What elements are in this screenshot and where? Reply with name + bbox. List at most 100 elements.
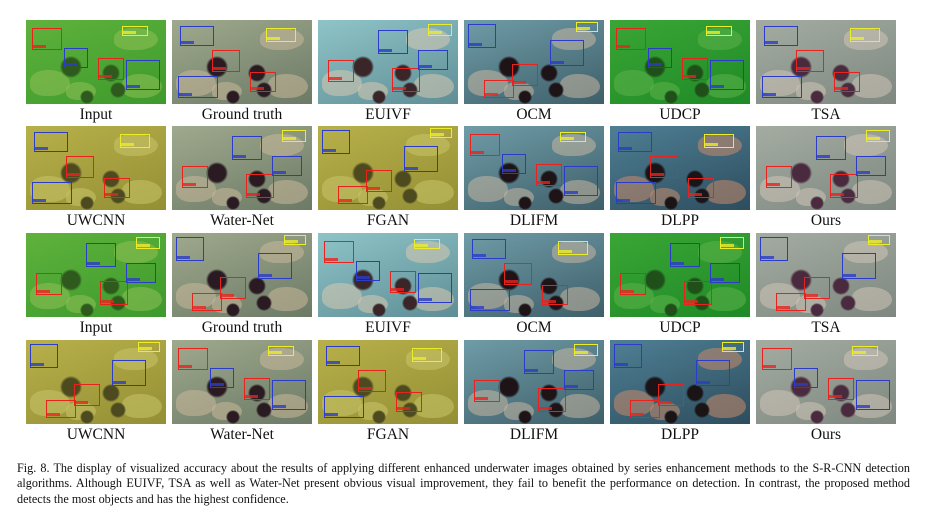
sea-urchin-shape bbox=[790, 162, 812, 184]
detection-tag bbox=[233, 155, 246, 158]
detection-tag bbox=[795, 383, 808, 386]
panel-label: DLIFM bbox=[509, 426, 559, 443]
figure-panel bbox=[172, 20, 312, 104]
detection-box bbox=[564, 166, 598, 196]
detection-box bbox=[36, 273, 62, 295]
detection-tag bbox=[683, 75, 696, 78]
detection-box bbox=[98, 58, 124, 80]
sea-urchin-shape bbox=[664, 303, 678, 317]
rock-shape bbox=[406, 134, 450, 156]
detection-tag bbox=[723, 347, 736, 350]
detection-tag bbox=[419, 65, 432, 68]
detection-tag bbox=[123, 31, 136, 34]
detection-tag bbox=[179, 365, 192, 368]
detection-tag bbox=[805, 294, 818, 297]
sea-urchin-shape bbox=[686, 384, 704, 402]
panel-label: OCM bbox=[516, 319, 552, 336]
rock-shape bbox=[122, 180, 162, 204]
detection-tag bbox=[697, 381, 710, 384]
detection-tag bbox=[127, 278, 140, 281]
detection-tag bbox=[379, 49, 392, 52]
detection-tag bbox=[221, 294, 234, 297]
detection-tag bbox=[327, 361, 340, 364]
detection-tag bbox=[285, 240, 298, 243]
rock-shape bbox=[560, 394, 600, 418]
sea-urchin-shape bbox=[372, 196, 386, 210]
sea-urchin-shape bbox=[548, 188, 564, 204]
sea-urchin-shape bbox=[226, 90, 240, 104]
detection-tag bbox=[87, 262, 100, 265]
detection-tag bbox=[99, 75, 112, 78]
panel-label: Input bbox=[79, 106, 113, 123]
figure-panel bbox=[610, 126, 750, 210]
sea-urchin-shape bbox=[694, 295, 710, 311]
detection-box bbox=[696, 360, 730, 386]
detection-box bbox=[32, 182, 72, 204]
detection-box bbox=[100, 281, 128, 305]
detection-tag bbox=[33, 199, 46, 202]
detection-box bbox=[284, 235, 306, 245]
sea-urchin-shape bbox=[498, 56, 520, 78]
sea-urchin-shape bbox=[248, 64, 266, 82]
detection-box bbox=[338, 186, 368, 204]
detection-box bbox=[558, 241, 588, 255]
detection-tag bbox=[711, 85, 724, 88]
panel-label: Ours bbox=[810, 212, 842, 229]
detection-box bbox=[66, 156, 94, 178]
rock-shape bbox=[552, 241, 596, 263]
detection-box bbox=[74, 384, 100, 406]
rock-shape bbox=[268, 180, 308, 204]
panel-label: FGAN bbox=[366, 426, 410, 443]
detection-tag bbox=[503, 169, 516, 172]
detection-tag bbox=[615, 363, 628, 366]
figure-panel bbox=[464, 340, 604, 424]
detection-box bbox=[830, 174, 858, 198]
detection-tag bbox=[559, 250, 572, 253]
sea-urchin-shape bbox=[394, 384, 412, 402]
figure-panel bbox=[26, 233, 166, 317]
detection-box bbox=[178, 76, 218, 98]
detection-tag bbox=[181, 41, 194, 44]
detection-box bbox=[470, 134, 500, 156]
detection-tag bbox=[325, 258, 338, 261]
detection-box bbox=[32, 28, 62, 50]
rock-shape bbox=[852, 287, 892, 311]
detection-tag bbox=[869, 240, 882, 243]
detection-box bbox=[180, 26, 214, 46]
detection-tag bbox=[391, 288, 404, 291]
detection-tag bbox=[561, 137, 574, 140]
detection-tag bbox=[551, 61, 564, 64]
panel-label: Ours bbox=[810, 426, 842, 443]
sea-urchin-shape bbox=[810, 410, 824, 424]
detection-box bbox=[232, 136, 262, 160]
detection-box bbox=[866, 130, 890, 142]
detection-tag bbox=[247, 193, 260, 196]
detection-tag bbox=[429, 31, 442, 34]
detection-tag bbox=[259, 274, 272, 277]
detection-box bbox=[766, 166, 792, 188]
figure-panel bbox=[610, 20, 750, 104]
detection-tag bbox=[649, 63, 662, 66]
detection-box bbox=[828, 378, 854, 400]
detection-box bbox=[396, 392, 422, 412]
detection-box bbox=[536, 164, 562, 186]
sea-urchin-shape bbox=[548, 82, 564, 98]
sea-urchin-shape bbox=[402, 295, 418, 311]
detection-box bbox=[282, 130, 306, 142]
detection-tag bbox=[711, 278, 724, 281]
sea-urchin-shape bbox=[372, 410, 386, 424]
detection-tag bbox=[543, 300, 556, 303]
sea-urchin-shape bbox=[644, 376, 666, 398]
detection-tag bbox=[659, 401, 672, 404]
rock-shape bbox=[114, 348, 158, 370]
sea-urchin-shape bbox=[498, 376, 520, 398]
rock-shape bbox=[560, 287, 600, 311]
detection-tag bbox=[705, 143, 718, 146]
detection-box bbox=[324, 396, 364, 418]
detection-box bbox=[272, 380, 306, 410]
detection-box bbox=[704, 134, 734, 148]
detection-box bbox=[322, 130, 350, 154]
sea-urchin-shape bbox=[402, 402, 418, 418]
sea-urchin-shape bbox=[102, 170, 120, 188]
